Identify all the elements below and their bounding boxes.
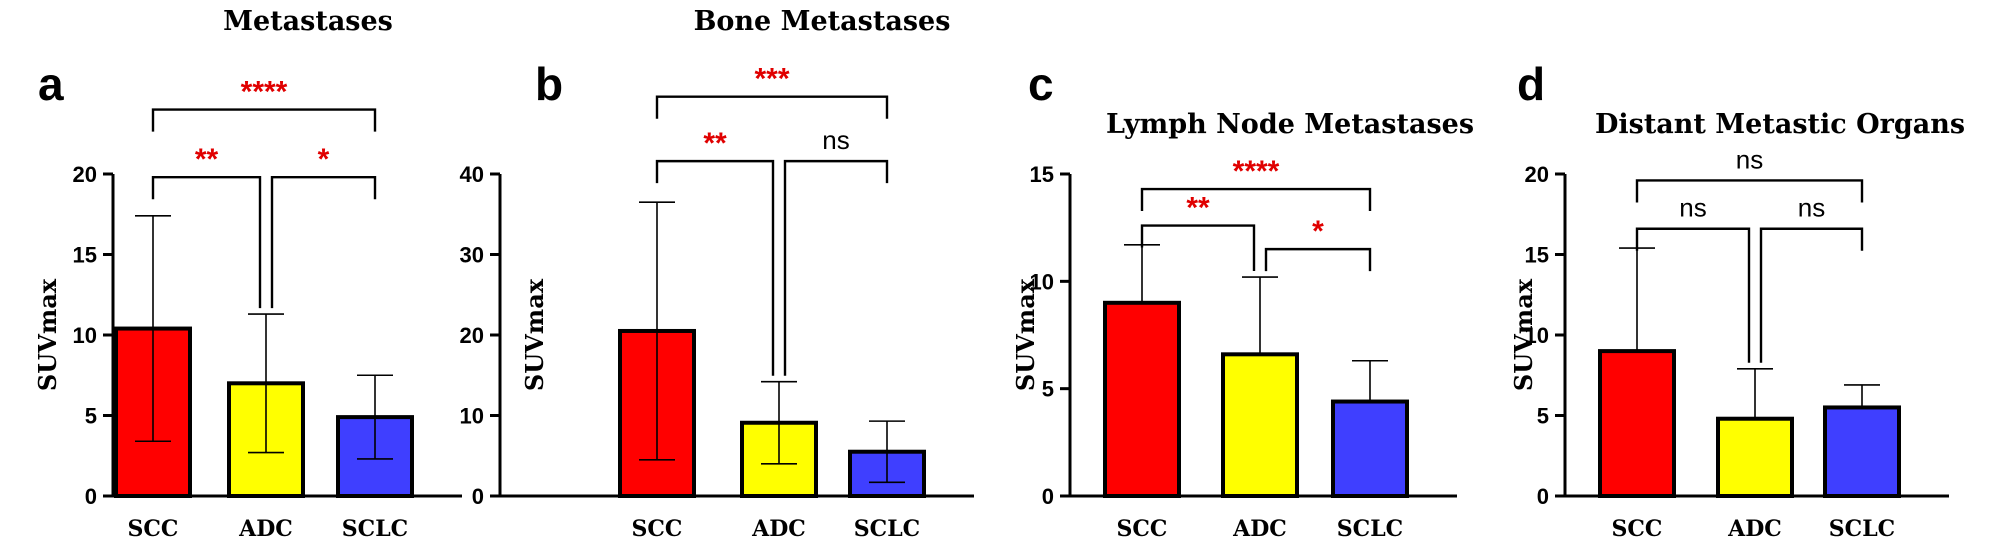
y-axis-label: SUVmax bbox=[1011, 278, 1040, 391]
y-tick-label: 15 bbox=[73, 243, 97, 268]
significance-label: **** bbox=[1233, 155, 1280, 188]
x-tick-label: SCC bbox=[128, 516, 179, 542]
significance-bracket bbox=[1759, 227, 1864, 363]
x-tick-label: SCLC bbox=[1337, 516, 1403, 542]
significance-bracket bbox=[151, 176, 262, 309]
y-tick-label: 20 bbox=[1525, 162, 1549, 187]
significance-bracket bbox=[1635, 179, 1864, 203]
y-tick-label: 10 bbox=[460, 404, 484, 429]
x-tick-label: SCLC bbox=[854, 516, 920, 542]
significance-bracket bbox=[783, 159, 889, 376]
x-tick-label: SCLC bbox=[342, 516, 408, 542]
x-tick-label: SCC bbox=[632, 516, 683, 542]
y-tick-label: 0 bbox=[472, 484, 484, 509]
bar-scc bbox=[1598, 349, 1676, 498]
chart-title: Lymph Node Metastases bbox=[1106, 109, 1474, 140]
x-tick-label: SCC bbox=[1117, 516, 1168, 542]
bar-adc bbox=[1221, 352, 1299, 498]
significance-label: ns bbox=[822, 125, 849, 155]
x-tick-label: ADC bbox=[751, 516, 806, 542]
significance-label: ns bbox=[1679, 193, 1706, 223]
y-axis-label: SUVmax bbox=[520, 278, 549, 391]
panel-letter: d bbox=[1517, 58, 1545, 110]
panel-d: Distant Metastic Organs d SUVmax 0 5 10 15 20 SC… bbox=[1509, 58, 1965, 542]
panel-letter: a bbox=[38, 58, 64, 110]
significance-bracket bbox=[1635, 227, 1751, 363]
significance-bracket bbox=[270, 176, 377, 309]
panel-letter: b bbox=[535, 58, 563, 110]
y-tick-label: 0 bbox=[1537, 484, 1549, 509]
significance-label: *** bbox=[754, 63, 789, 96]
bar-sclc bbox=[1823, 405, 1901, 499]
significance-label: * bbox=[318, 143, 330, 176]
significance-label: ** bbox=[703, 127, 727, 160]
significance-bracket bbox=[1140, 224, 1256, 272]
y-tick-label: 30 bbox=[460, 243, 484, 268]
y-tick-label: 10 bbox=[1525, 323, 1549, 348]
y-tick-label: 10 bbox=[1030, 269, 1054, 294]
y-tick-label: 5 bbox=[1537, 404, 1549, 429]
y-axis-label: SUVmax bbox=[1509, 278, 1538, 391]
y-tick-label: 15 bbox=[1525, 243, 1549, 268]
chart-title: Distant Metastic Organs bbox=[1595, 109, 1965, 140]
y-tick-label: 20 bbox=[73, 162, 97, 187]
y-tick-label: 5 bbox=[85, 404, 97, 429]
x-tick-label: SCC bbox=[1612, 516, 1663, 542]
bar-sclc bbox=[1331, 399, 1409, 498]
x-tick-label: SCLC bbox=[1829, 516, 1895, 542]
significance-bracket bbox=[655, 159, 775, 376]
significance-bracket bbox=[1140, 187, 1372, 212]
significance-label: ** bbox=[1186, 192, 1210, 225]
significance-bracket bbox=[151, 108, 377, 132]
significance-bracket bbox=[1264, 247, 1372, 272]
significance-label: ns bbox=[1798, 193, 1825, 223]
significance-bracket bbox=[655, 95, 889, 119]
significance-label: ns bbox=[1736, 144, 1763, 174]
y-tick-label: 20 bbox=[460, 323, 484, 348]
panel-c: Lymph Node Metastases c SUVmax 0 5 10 15 SCC ADC… bbox=[1011, 58, 1474, 542]
chart-title: Bone Metastases bbox=[694, 6, 951, 37]
bar-adc bbox=[1716, 416, 1794, 498]
x-tick-label: ADC bbox=[1727, 516, 1782, 542]
panel-b: Bone Metastases b SUVmax 0 10 20 30 40 SCC ADC SCL… bbox=[460, 6, 974, 542]
significance-label: **** bbox=[241, 76, 288, 109]
x-tick-label: ADC bbox=[238, 516, 293, 542]
significance-label: ** bbox=[195, 143, 219, 176]
y-tick-label: 0 bbox=[1042, 484, 1054, 509]
y-tick-label: 10 bbox=[73, 323, 97, 348]
y-tick-label: 0 bbox=[85, 484, 97, 509]
y-tick-label: 15 bbox=[1030, 162, 1054, 187]
bar-scc bbox=[1103, 300, 1181, 498]
significance-label: * bbox=[1312, 215, 1324, 248]
y-axis-label: SUVmax bbox=[33, 278, 62, 391]
chart-title: Metastases bbox=[223, 6, 393, 37]
x-tick-label: ADC bbox=[1232, 516, 1287, 542]
panel-letter: c bbox=[1028, 58, 1054, 110]
y-tick-label: 40 bbox=[460, 162, 484, 187]
y-tick-label: 5 bbox=[1042, 377, 1054, 402]
